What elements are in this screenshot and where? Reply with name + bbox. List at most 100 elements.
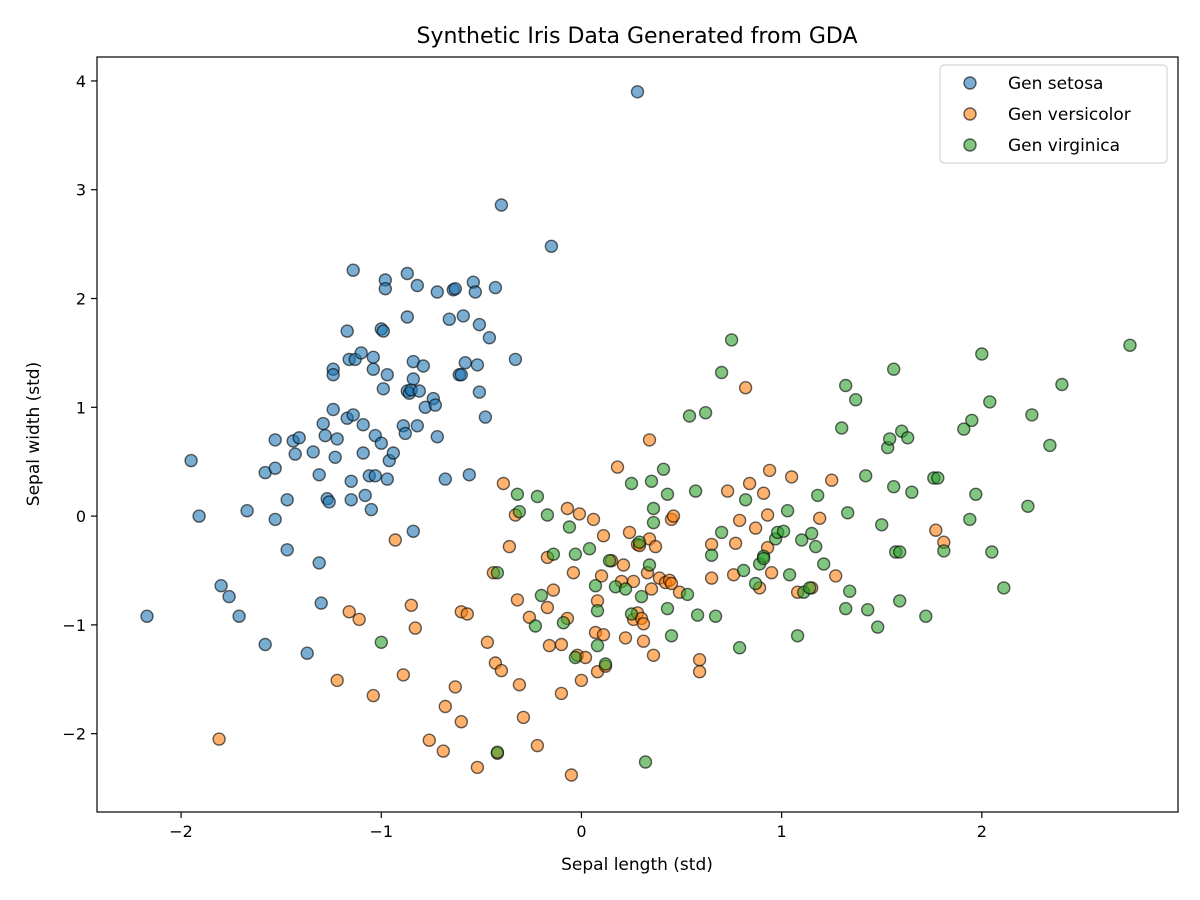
point-gen-virginica [568, 547, 583, 561]
point-gen-virginica [590, 604, 605, 618]
point-gen-versicolor [610, 460, 625, 474]
point-gen-setosa [346, 263, 360, 277]
point-gen-virginica [528, 619, 543, 633]
point-gen-virginica [983, 395, 997, 409]
point-gen-virginica [530, 489, 545, 504]
y-tick-label: 0 [76, 507, 86, 526]
point-gen-virginica [841, 506, 855, 520]
point-gen-virginica [887, 480, 901, 494]
point-gen-virginica [790, 629, 805, 643]
point-gen-versicolor [813, 511, 827, 525]
point-gen-virginica [965, 413, 979, 428]
legend-marker [963, 138, 977, 152]
point-gen-virginica [682, 409, 697, 423]
point-gen-virginica [780, 504, 795, 518]
point-gen-virginica [811, 488, 825, 503]
point-gen-setosa [472, 317, 487, 332]
point-gen-versicolor [422, 733, 436, 747]
point-gen-virginica [646, 515, 661, 530]
point-gen-setosa [322, 495, 336, 509]
point-gen-versicolor [760, 508, 775, 522]
point-gen-virginica [510, 487, 525, 501]
point-gen-versicolor [438, 699, 452, 714]
point-gen-setosa [214, 579, 228, 593]
point-gen-virginica [590, 638, 605, 653]
point-gen-setosa [354, 346, 368, 360]
point-gen-setosa [346, 408, 360, 422]
point-gen-setosa [380, 368, 394, 382]
point-gen-setosa [458, 356, 472, 370]
point-gen-virginica [1043, 438, 1057, 453]
point-gen-virginica [1055, 377, 1069, 392]
point-gen-versicolor [764, 566, 779, 580]
point-gen-virginica [839, 378, 853, 393]
point-gen-virginica [795, 533, 809, 547]
point-gen-setosa [300, 646, 314, 660]
point-gen-setosa [442, 312, 456, 326]
point-gen-setosa [428, 398, 442, 412]
legend-label: Gen virginica [1008, 136, 1120, 156]
point-gen-virginica [660, 487, 675, 501]
point-gen-versicolor [436, 744, 450, 758]
point-gen-setosa [140, 609, 154, 623]
point-gen-virginica [724, 333, 739, 347]
point-gen-setosa [416, 359, 430, 373]
points-layer [140, 85, 1137, 782]
point-gen-virginica [919, 609, 933, 623]
point-gen-virginica [875, 518, 889, 532]
point-gen-setosa [400, 310, 414, 324]
point-gen-versicolor [616, 558, 631, 572]
point-gen-setosa [344, 474, 358, 488]
x-tick-label: −1 [369, 822, 393, 841]
point-gen-virginica [985, 545, 999, 559]
point-gen-setosa [494, 198, 509, 212]
point-gen-versicolor [742, 476, 757, 491]
point-gen-virginica [748, 576, 763, 591]
point-gen-virginica [632, 535, 647, 549]
point-gen-virginica [839, 601, 853, 616]
point-gen-versicolor [636, 634, 651, 648]
point-gen-setosa [410, 419, 424, 433]
point-gen-virginica [708, 609, 723, 623]
point-gen-versicolor [644, 582, 659, 596]
point-gen-setosa [268, 512, 282, 527]
point-gen-virginica [680, 587, 695, 602]
point-gen-versicolor [574, 673, 589, 688]
point-gen-virginica [1025, 408, 1039, 422]
point-gen-setosa [456, 309, 470, 323]
point-gen-setosa [400, 266, 414, 281]
y-tick-label: 2 [76, 290, 86, 309]
point-gen-virginica [534, 588, 549, 603]
chart-title: Synthetic Iris Data Generated from GDA [416, 24, 857, 49]
point-gen-setosa [398, 426, 412, 441]
point-gen-versicolor [454, 715, 468, 729]
point-gen-versicolor [622, 525, 637, 540]
point-gen-versicolor [618, 631, 633, 645]
point-gen-virginica [756, 551, 771, 566]
point-gen-versicolor [496, 476, 511, 491]
point-gen-virginica [638, 755, 653, 769]
x-tick-label: 2 [977, 822, 987, 841]
point-gen-setosa [406, 372, 420, 386]
legend-marker [963, 107, 977, 121]
point-gen-versicolor [642, 433, 657, 447]
point-gen-setosa [358, 488, 372, 503]
point-gen-setosa [482, 331, 497, 345]
point-gen-setosa [412, 384, 426, 398]
point-gen-setosa [430, 285, 444, 299]
point-gen-virginica [546, 547, 561, 561]
point-gen-virginica [736, 563, 751, 578]
point-gen-virginica [512, 505, 527, 519]
point-gen-versicolor [692, 653, 707, 667]
y-tick-label: −2 [62, 725, 86, 744]
point-gen-setosa [316, 416, 330, 431]
point-gen-setosa [380, 472, 394, 486]
point-gen-virginica [901, 431, 915, 445]
y-tick-label: 3 [76, 181, 86, 200]
point-gen-virginica [835, 421, 849, 435]
point-gen-virginica [931, 471, 945, 485]
point-gen-virginica [664, 629, 679, 643]
point-gen-versicolor [494, 663, 509, 678]
point-gen-versicolor [408, 621, 422, 635]
point-gen-setosa [374, 436, 388, 450]
